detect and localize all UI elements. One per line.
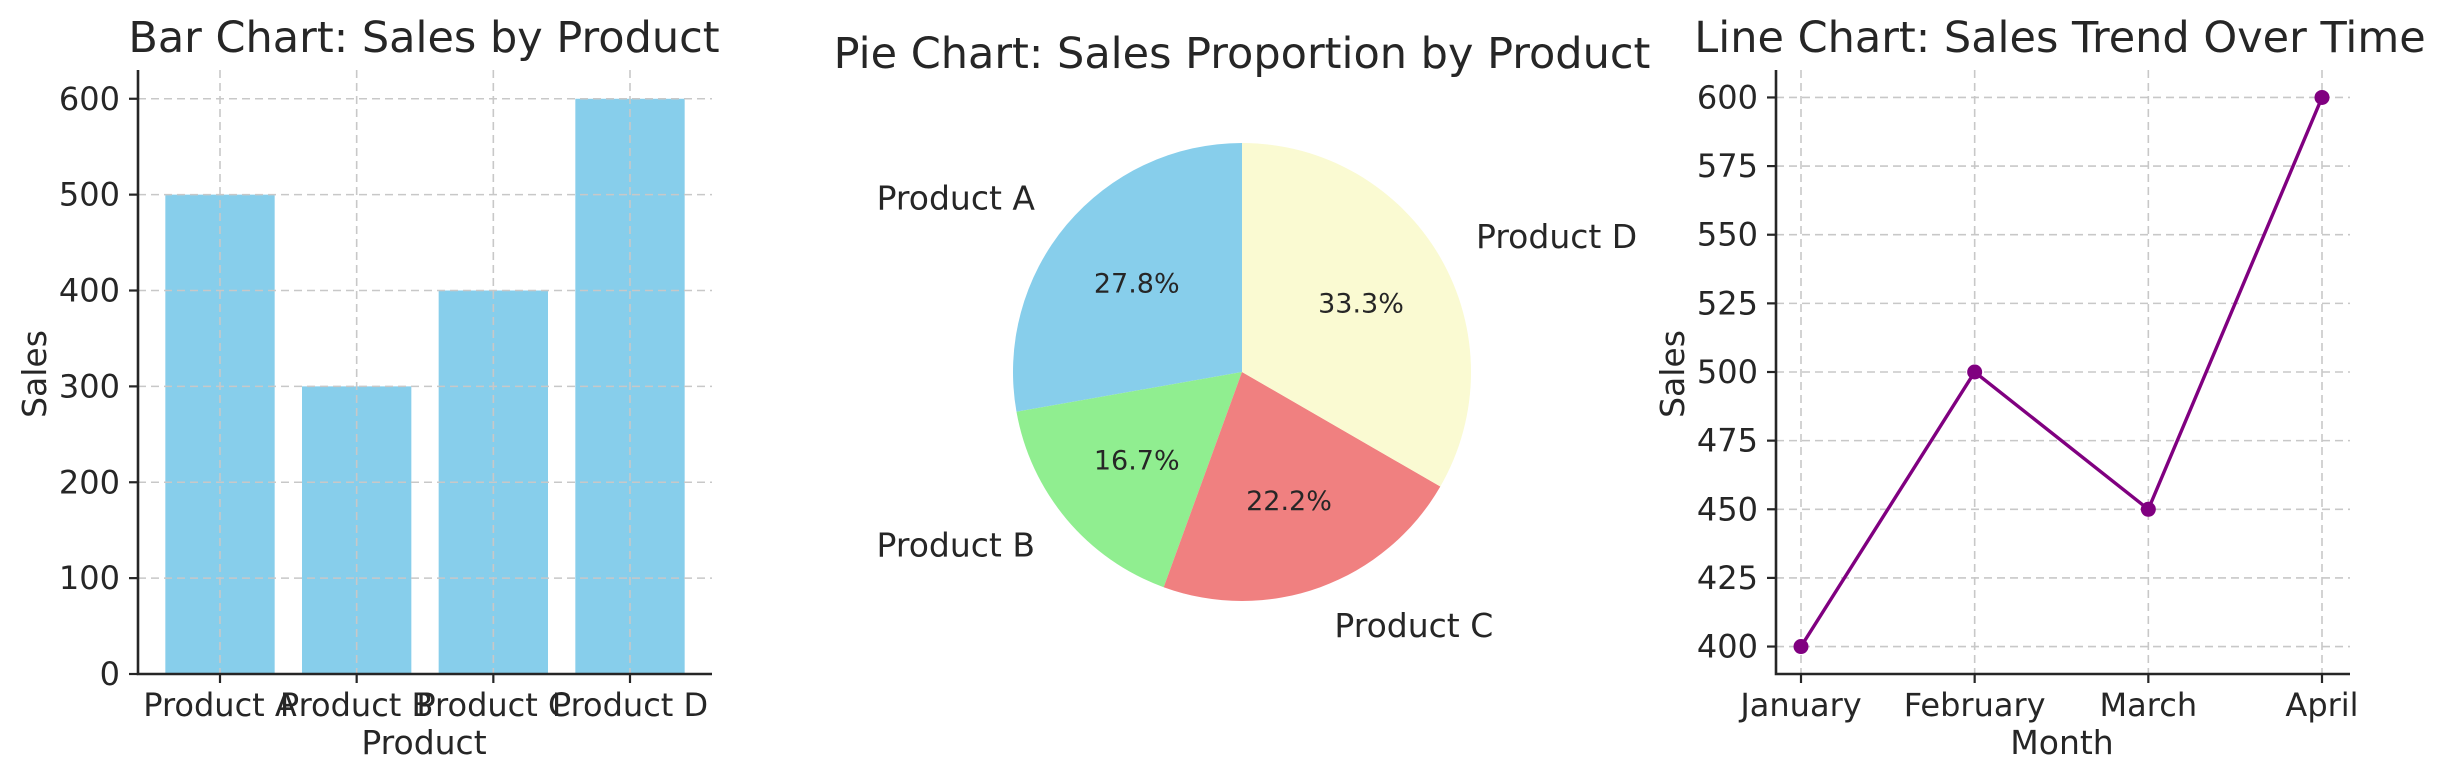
bar-gridlines [138, 70, 712, 674]
bar-x-axis-label: Product [361, 723, 486, 762]
bar-x-tick-label: Product D [552, 686, 708, 724]
bar-y-tick-label: 300 [59, 367, 120, 405]
line-chart: Line Chart: Sales Trend Over Time 400 425… [1653, 13, 2426, 762]
line-point-0 [1793, 639, 1809, 655]
pie-slice-label: Product D [1476, 217, 1637, 256]
pie-slice-0 [1013, 143, 1242, 412]
pie-slice-1 [1016, 372, 1242, 588]
line-y-tick-label: 500 [1697, 353, 1758, 391]
bar-chart: Bar Chart: Sales by Product 0 100 200 300 40… [15, 13, 720, 762]
line-gridlines [1776, 70, 2350, 674]
line-y-tick-label: 400 [1697, 628, 1758, 666]
line-y-tick-label: 600 [1697, 78, 1758, 116]
bar-y-ticks: 0 100 200 300 400 500 600 [59, 80, 138, 693]
line-y-tick-label: 550 [1697, 216, 1758, 254]
line-x-tick-label: February [1904, 686, 2046, 724]
bar-y-tick-label: 0 [100, 655, 120, 693]
pie-percent-label: 16.7% [1094, 445, 1180, 476]
pie-slice-label: Product A [877, 178, 1036, 217]
pie-percent-labels: 27.8% 16.7% 22.2% 33.3% [1094, 269, 1404, 517]
bar-y-tick-label: 500 [59, 176, 120, 214]
pie-percent-label: 22.2% [1246, 486, 1332, 517]
bar-axes [136, 70, 712, 676]
line-x-tick-label: March [2100, 686, 2198, 724]
bar-y-axis-label: Sales [15, 330, 54, 418]
line-point-1 [1967, 364, 1983, 380]
line-y-axis-label: Sales [1653, 330, 1692, 418]
line-y-tick-label: 450 [1697, 490, 1758, 528]
bar-y-tick-label: 100 [59, 559, 120, 597]
line-y-tick-label: 525 [1697, 284, 1758, 322]
bar-y-tick-label: 200 [59, 463, 120, 501]
pie-slice-label: Product B [877, 526, 1035, 565]
pie-slice-labels: Product A Product B Product C Product D [877, 178, 1638, 645]
line-axes [1774, 70, 2350, 676]
line-point-3 [2314, 89, 2330, 105]
bar-y-tick-label: 400 [59, 272, 120, 310]
pie-percent-label: 33.3% [1318, 288, 1404, 319]
line-y-tick-label: 425 [1697, 559, 1758, 597]
line-x-axis-label: Month [2010, 723, 2113, 762]
line-point-2 [2140, 501, 2156, 517]
pie-chart: Pie Chart: Sales Proportion by Product 2… [834, 29, 1651, 645]
line-y-tick-label: 475 [1697, 422, 1758, 460]
pie-slice-3 [1242, 143, 1471, 487]
line-series-path [1799, 96, 2324, 648]
pie-slices [1013, 143, 1471, 601]
line-x-tick-label: April [2285, 686, 2358, 724]
bar-x-tick-label: Product A [143, 686, 297, 724]
bar-x-tick-label: Product C [416, 686, 570, 724]
bar-y-tick-label: 600 [59, 80, 120, 118]
bar-chart-title: Bar Chart: Sales by Product [128, 13, 719, 63]
line-y-tick-label: 575 [1697, 147, 1758, 185]
line-x-ticks: January February March April [1738, 674, 2359, 724]
line-series [1793, 89, 2330, 655]
pie-percent-label: 27.8% [1094, 269, 1180, 300]
line-x-tick-label: January [1738, 686, 1861, 724]
line-y-ticks: 400 425 450 475 500 525 550 575 600 [1697, 78, 1776, 666]
bar-x-tick-label: Product B [280, 686, 434, 724]
pie-slice-2 [1163, 372, 1441, 601]
pie-slice-label: Product C [1334, 606, 1493, 645]
line-chart-title: Line Chart: Sales Trend Over Time [1694, 13, 2425, 63]
pie-chart-title: Pie Chart: Sales Proportion by Product [834, 29, 1651, 79]
